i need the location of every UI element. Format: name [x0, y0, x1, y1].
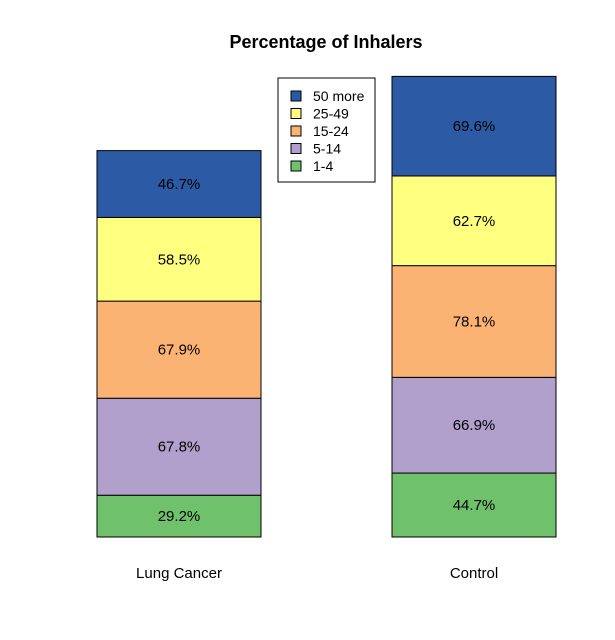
- category-label-control: Control: [450, 565, 498, 582]
- bar-segment-lung-cancer-1-4: [96, 494, 262, 538]
- data-label-lung-cancer-5-14: 67.8%: [158, 439, 201, 456]
- data-label-control-5-14: 66.9%: [453, 417, 496, 434]
- legend-swatch-25-49: [290, 108, 302, 119]
- bar-segment-control-1-4: [391, 472, 557, 538]
- bar-segment-lung-cancer-5-14: [96, 397, 262, 496]
- chart-title: Percentage of Inhalers: [229, 32, 422, 52]
- bars-group: 29.2% 67.8% 67.9% 58.5% 46.7% 44.7% 66.9% 78.1%…: [96, 75, 557, 538]
- data-label-lung-cancer-50-more: 46.7%: [158, 176, 201, 193]
- data-label-control-15-24: 78.1%: [453, 313, 496, 330]
- legend-label-1-4: 1-4: [313, 158, 333, 174]
- data-label-control-1-4: 44.7%: [453, 497, 496, 514]
- legend-swatch-1-4: [290, 160, 302, 172]
- data-label-control-25-49: 62.7%: [453, 213, 496, 230]
- category-labels: Lung Cancer Control: [136, 565, 498, 582]
- legend-swatch-15-24: [290, 125, 302, 137]
- data-label-lung-cancer-1-4: 29.2%: [158, 508, 201, 525]
- legend-swatch-5-14: [290, 143, 302, 154]
- bar-segment-control-15-24: [391, 265, 557, 378]
- legend-label-50-more: 50 more: [313, 88, 365, 104]
- data-label-control-50-more: 69.6%: [453, 118, 496, 135]
- bar-segment-lung-cancer-25-49: [96, 216, 262, 302]
- bar-segment-control-50-more: [391, 75, 557, 177]
- data-label-lung-cancer-15-24: 67.9%: [158, 342, 201, 359]
- bar-segment-lung-cancer-50-more: [96, 150, 262, 218]
- bar-segment-lung-cancer-15-24: [96, 300, 262, 399]
- legend-label-25-49: 25-49: [313, 106, 349, 122]
- data-label-lung-cancer-25-49: 58.5%: [158, 251, 201, 268]
- legend-label-15-24: 15-24: [313, 123, 349, 139]
- bar-segment-control-5-14: [391, 376, 557, 474]
- category-label-lung-cancer: Lung Cancer: [136, 565, 222, 582]
- legend-swatch-50-more: [290, 90, 302, 102]
- legend-label-5-14: 5-14: [313, 141, 341, 157]
- bar-segment-control-25-49: [391, 175, 557, 267]
